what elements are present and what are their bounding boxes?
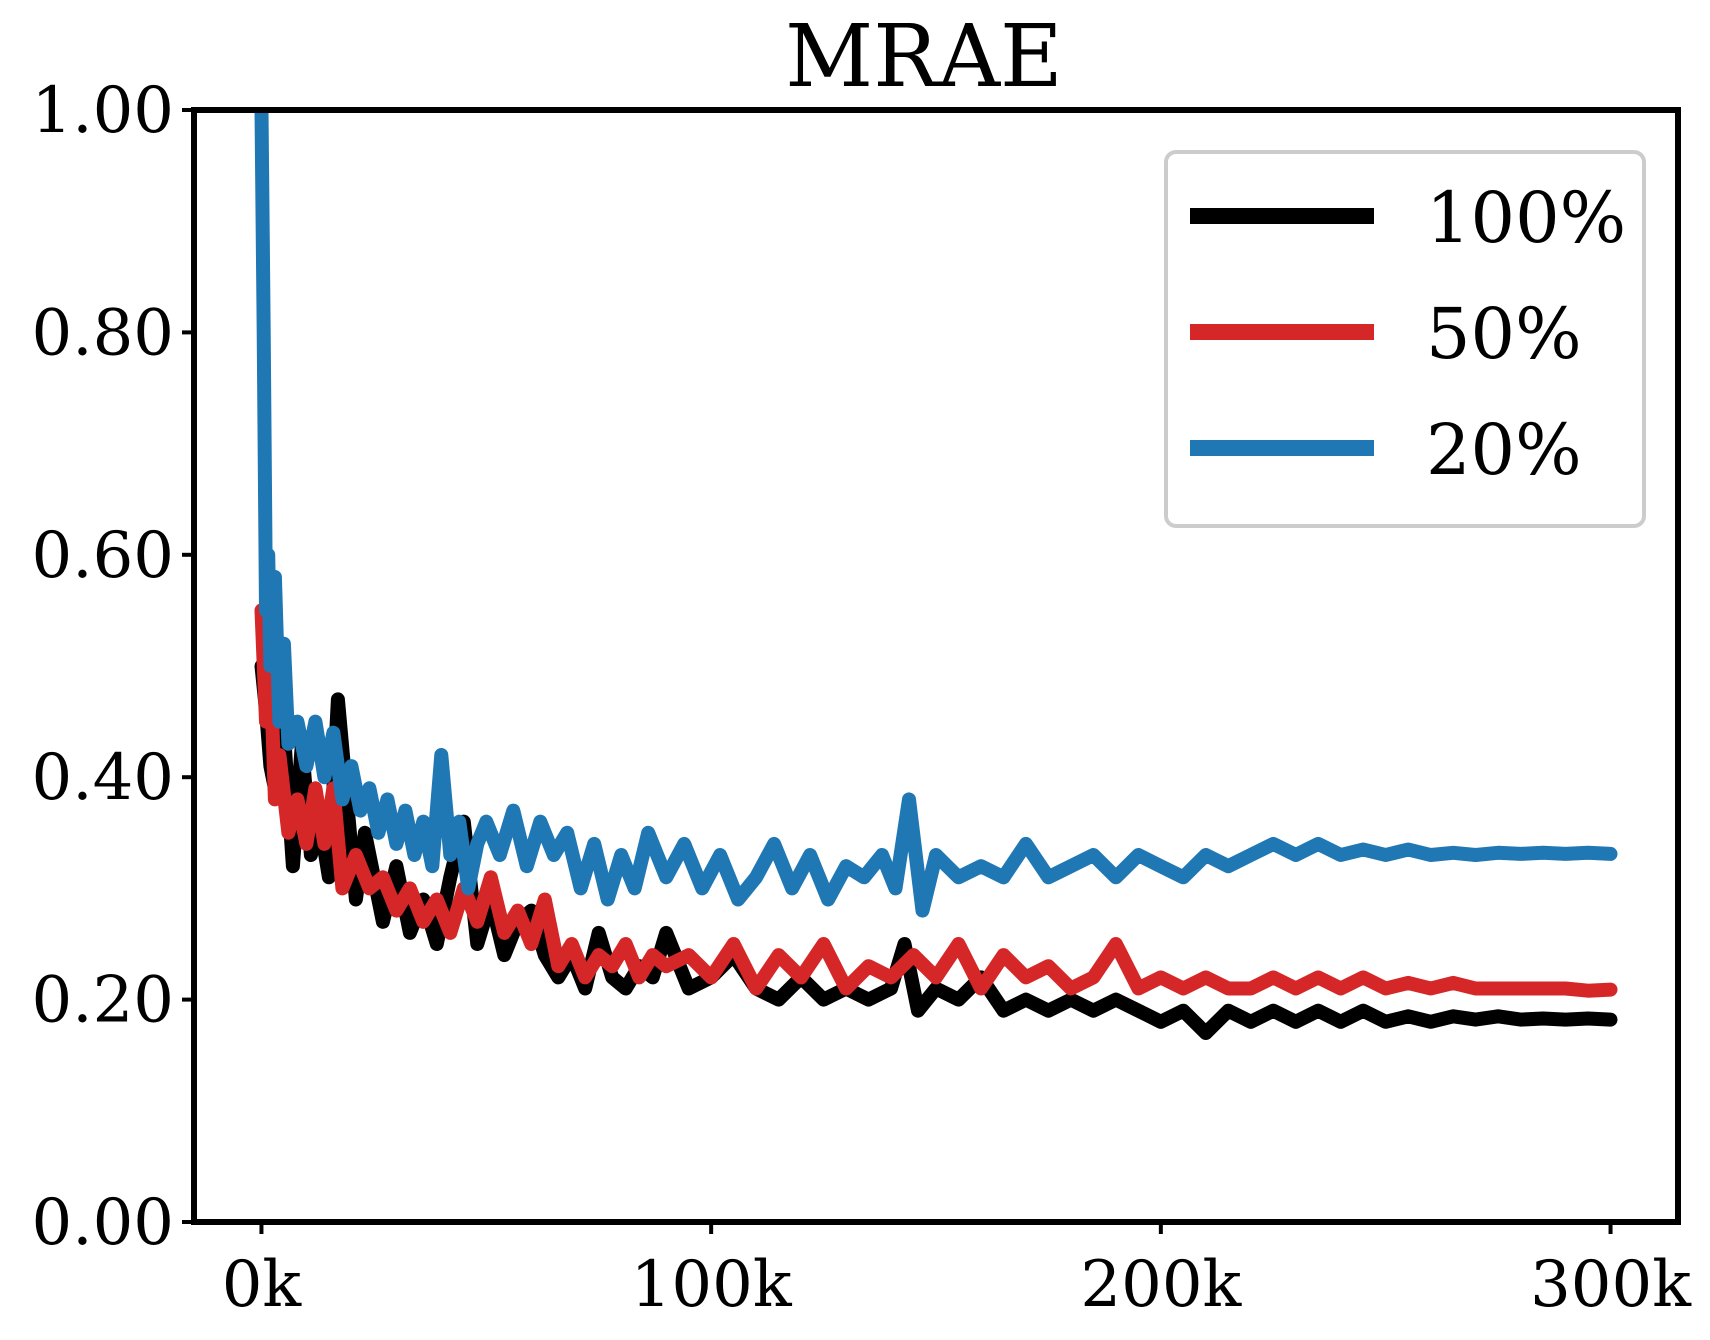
- y-tick-label-2: 0.40: [32, 741, 175, 815]
- legend-label-1: 50%: [1426, 293, 1582, 375]
- series-line-2: [254, 110, 1618, 918]
- x-tick-label-3: 300k: [1530, 1248, 1692, 1322]
- series-layer: [254, 110, 1618, 1040]
- chart-title: MRAE: [785, 7, 1063, 107]
- legend-label-2: 20%: [1426, 409, 1582, 491]
- series-line-1: [254, 603, 1618, 998]
- legend-label-0: 100%: [1426, 177, 1626, 259]
- axis-layer: 0.00 0.20 0.40 0.60 0.80 1.00 0k 100k 200k 300k: [32, 74, 1693, 1322]
- y-tick-label-0: 0.00: [32, 1186, 175, 1260]
- plot-frame: [191, 107, 1681, 1225]
- y-tick-label-4: 0.80: [32, 296, 175, 370]
- y-tick-label-3: 0.60: [32, 519, 175, 593]
- legend-box: [1164, 150, 1646, 528]
- y-tick-label-1: 0.20: [32, 964, 175, 1038]
- x-tick-label-1: 100k: [631, 1248, 793, 1322]
- x-tick-label-2: 200k: [1080, 1248, 1242, 1322]
- x-tick-label-0: 0k: [222, 1248, 303, 1322]
- legend: 100% 50% 20%: [1164, 150, 1646, 528]
- y-tick-label-5: 1.00: [32, 74, 175, 148]
